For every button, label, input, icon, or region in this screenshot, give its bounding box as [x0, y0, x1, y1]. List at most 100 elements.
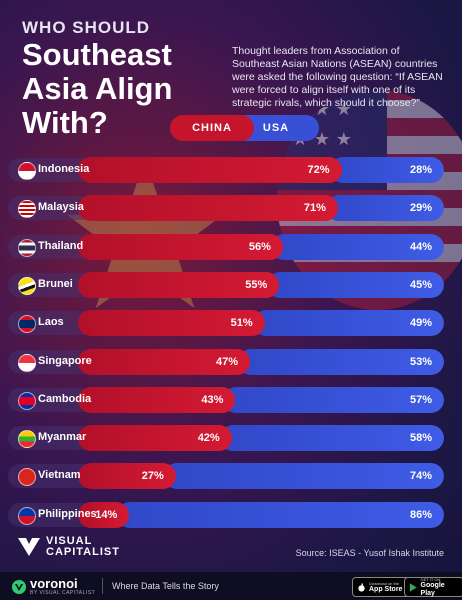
chart-row: 71% 29% Malaysia [0, 194, 462, 222]
value-label-usa: 74% [409, 470, 432, 483]
apple-icon [358, 582, 365, 592]
chart-row: 27% 74% Vietnam [0, 462, 462, 490]
source-note: Source: ISEAS - Yusof Ishak Institute [295, 548, 444, 558]
bar-china [78, 157, 342, 183]
value-label-china: 51% [230, 317, 253, 330]
value-label-china: 42% [197, 432, 220, 445]
bar-track: 43% 57% [78, 386, 444, 413]
chart-row: 47% 53% Singapore [0, 348, 462, 376]
bar-usa [117, 501, 444, 528]
footer: voronoi BY VISUAL CAPITALIST Where Data … [0, 572, 462, 600]
philippines-flag-icon [18, 506, 36, 525]
value-label-china: 43% [201, 393, 224, 406]
bar-china [78, 271, 280, 298]
indonesia-flag-icon [18, 162, 36, 180]
bar-china [78, 463, 176, 490]
value-label-china: 27% [141, 470, 164, 483]
bar-china [78, 348, 251, 375]
value-label-usa: 44% [409, 240, 432, 253]
bar-usa [219, 425, 444, 452]
brunei-flag-icon [18, 276, 36, 295]
myanmar-flag-icon [18, 430, 36, 449]
value-label-china: 47% [215, 355, 239, 368]
bar-usa [325, 195, 444, 222]
value-label-china: 56% [248, 240, 271, 253]
voronoi-logo[interactable]: voronoi BY VISUAL CAPITALIST [12, 576, 96, 596]
value-label-usa: 57% [409, 393, 432, 406]
brand-logo: VISUAL CAPITALIST [18, 536, 120, 558]
category-label: Vietnam [38, 469, 81, 482]
singapore-flag-icon [18, 353, 36, 372]
star-icon [66, 158, 224, 309]
app-store-button[interactable]: Download on the App Store [352, 577, 410, 597]
value-label-usa: 45% [409, 278, 432, 291]
bar-usa [238, 348, 444, 375]
chart-row: 14% 86% Philippines [0, 501, 462, 529]
malaysia-flag-icon [18, 200, 36, 219]
bar-track: 55% 45% [78, 271, 444, 298]
value-label-usa: 28% [409, 164, 432, 176]
chart-row: 56% 44% Thailand [0, 233, 462, 261]
google-play-button[interactable]: GET IT ON Google Play [404, 577, 462, 597]
category-label: Indonesia [38, 163, 90, 175]
google-play-small: GET IT ON [420, 576, 441, 582]
chart-row: 55% 45% Brunei [0, 271, 462, 299]
chart-row: 42% 58% Myanmar [0, 424, 462, 452]
category-label: Malaysia [38, 201, 84, 214]
value-label-china: 55% [245, 278, 268, 291]
category-label: Brunei [38, 277, 73, 290]
chart-row: 51% 49% Laos [0, 309, 462, 337]
bar-china [78, 310, 265, 337]
cambodia-flag-icon [18, 391, 36, 410]
bar-china [78, 233, 283, 260]
bar-usa [329, 157, 444, 183]
app-store-big: App Store [369, 585, 403, 593]
google-play-big: Google Play [420, 581, 445, 597]
category-label: Philippines [38, 507, 97, 520]
value-label-china: 71% [303, 202, 326, 215]
bar-usa [267, 271, 444, 298]
bar-track: 14% 86% [78, 501, 444, 528]
google-play-icon [409, 582, 417, 592]
brand-line2: CAPITALIST [46, 546, 120, 558]
bar-track: 47% 53% [78, 348, 444, 375]
bar-usa [163, 463, 444, 490]
value-label-usa: 49% [409, 317, 432, 330]
bar-usa [270, 233, 444, 260]
bar-china [78, 425, 232, 452]
value-label-china: 72% [307, 164, 330, 176]
bar-china [78, 501, 130, 528]
bar-track: 71% 29% [78, 195, 444, 222]
bar-china [78, 386, 236, 413]
category-label: Thailand [38, 239, 84, 252]
thailand-flag-icon [18, 238, 36, 257]
chart-row: 72% 28% Indonesia [0, 156, 462, 184]
voronoi-sub: BY VISUAL CAPITALIST [30, 590, 96, 596]
value-label-usa: 86% [409, 508, 432, 521]
vietnam-flag-icon [18, 468, 36, 487]
brand-line1: VISUAL [46, 535, 93, 547]
footer-divider [102, 578, 103, 594]
category-label: Myanmar [38, 431, 87, 444]
laos-flag-icon [18, 315, 36, 334]
category-label: Laos [38, 316, 64, 329]
legend-china: CHINA [170, 115, 254, 141]
category-label: Cambodia [38, 392, 92, 405]
category-label: Singapore [38, 354, 92, 367]
page-title: Southeast Asia Align With? [22, 37, 173, 140]
value-label-china: 14% [95, 508, 118, 521]
footer-tagline: Where Data Tells the Story [112, 581, 219, 591]
subtitle: Thought leaders from Association of Sout… [232, 45, 443, 109]
title-kicker: WHO SHOULD [22, 18, 151, 37]
voronoi-name: voronoi [30, 576, 78, 591]
app-store-small: Download on the [369, 580, 400, 586]
bar-usa [223, 386, 444, 413]
value-label-usa: 53% [409, 355, 432, 368]
value-label-usa: 29% [409, 202, 432, 215]
bar-track: 51% 49% [78, 310, 444, 337]
visual-capitalist-logo-icon [18, 538, 40, 556]
chart-row: 43% 57% Cambodia [0, 386, 462, 414]
value-label-usa: 58% [409, 432, 432, 445]
